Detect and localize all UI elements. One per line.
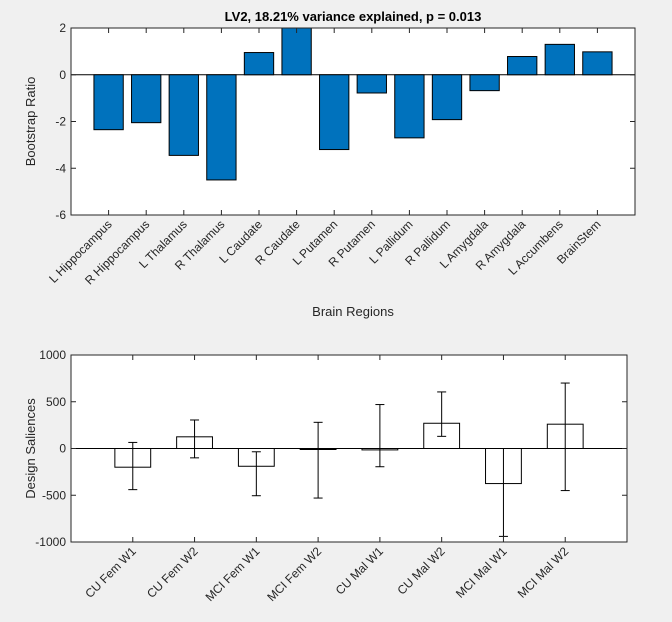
- y-tick-label: 1000: [39, 348, 66, 362]
- bar: [356, 74, 387, 94]
- bars: [93, 27, 613, 181]
- x-tick-label: CU Mal W2: [395, 544, 449, 598]
- y-tick-label: 2: [59, 21, 66, 35]
- x-tick-label: CU Fem W2: [144, 544, 201, 601]
- y-axis-label: Bootstrap Ratio: [23, 77, 38, 167]
- y-tick-label: -2: [55, 115, 66, 129]
- x-tick-label: CU Mal W1: [333, 544, 387, 598]
- x-tick-label: MCI Mal W2: [515, 544, 572, 601]
- error-bar: [128, 441, 138, 491]
- error-bar: [437, 391, 447, 437]
- y-tick-label: 0: [59, 68, 66, 82]
- y-ticks: -1000 -500 0 500 1000: [35, 348, 627, 549]
- error-bar: [498, 448, 508, 537]
- error-bars: [128, 382, 570, 537]
- y-ticks: -6 -4 -2 0 2: [55, 21, 635, 222]
- bar: [93, 74, 124, 131]
- x-tick-label: L Hippocampus: [46, 217, 115, 286]
- error-bar: [251, 451, 261, 497]
- y-tick-label: 500: [46, 395, 66, 409]
- y-tick-label: -1000: [35, 535, 66, 549]
- x-tick-label: MCI Mal W1: [453, 544, 510, 601]
- y-tick-label: 0: [59, 442, 66, 456]
- plot-area: [71, 28, 635, 215]
- bar: [544, 43, 575, 76]
- x-tick-label: MCI Fem W2: [264, 544, 324, 604]
- bar: [168, 74, 199, 156]
- bar: [281, 27, 312, 76]
- y-tick-label: -500: [42, 488, 66, 502]
- bar: [319, 74, 350, 151]
- y-tick-label: -4: [55, 161, 66, 175]
- error-bar: [190, 419, 200, 459]
- y-tick-label: -6: [55, 208, 66, 222]
- x-tick-label: MCI Fem W1: [203, 544, 263, 604]
- x-axis-label: Brain Regions: [312, 304, 394, 319]
- bar: [131, 74, 162, 124]
- bar: [469, 74, 500, 92]
- bar: [507, 56, 538, 76]
- bar: [582, 51, 613, 76]
- error-bar: [375, 404, 385, 468]
- error-bar: [313, 421, 323, 499]
- error-bar: [560, 382, 570, 492]
- bar: [243, 52, 275, 76]
- bar: [394, 74, 425, 139]
- bar: [206, 74, 237, 181]
- x-tick-label: R Hippocampus: [82, 217, 152, 287]
- chart-title: LV2, 18.21% variance explained, p = 0.01…: [225, 9, 482, 24]
- x-tick-label: CU Fem W1: [82, 544, 139, 601]
- y-axis-label: Design Saliences: [23, 398, 38, 499]
- bar: [431, 74, 463, 121]
